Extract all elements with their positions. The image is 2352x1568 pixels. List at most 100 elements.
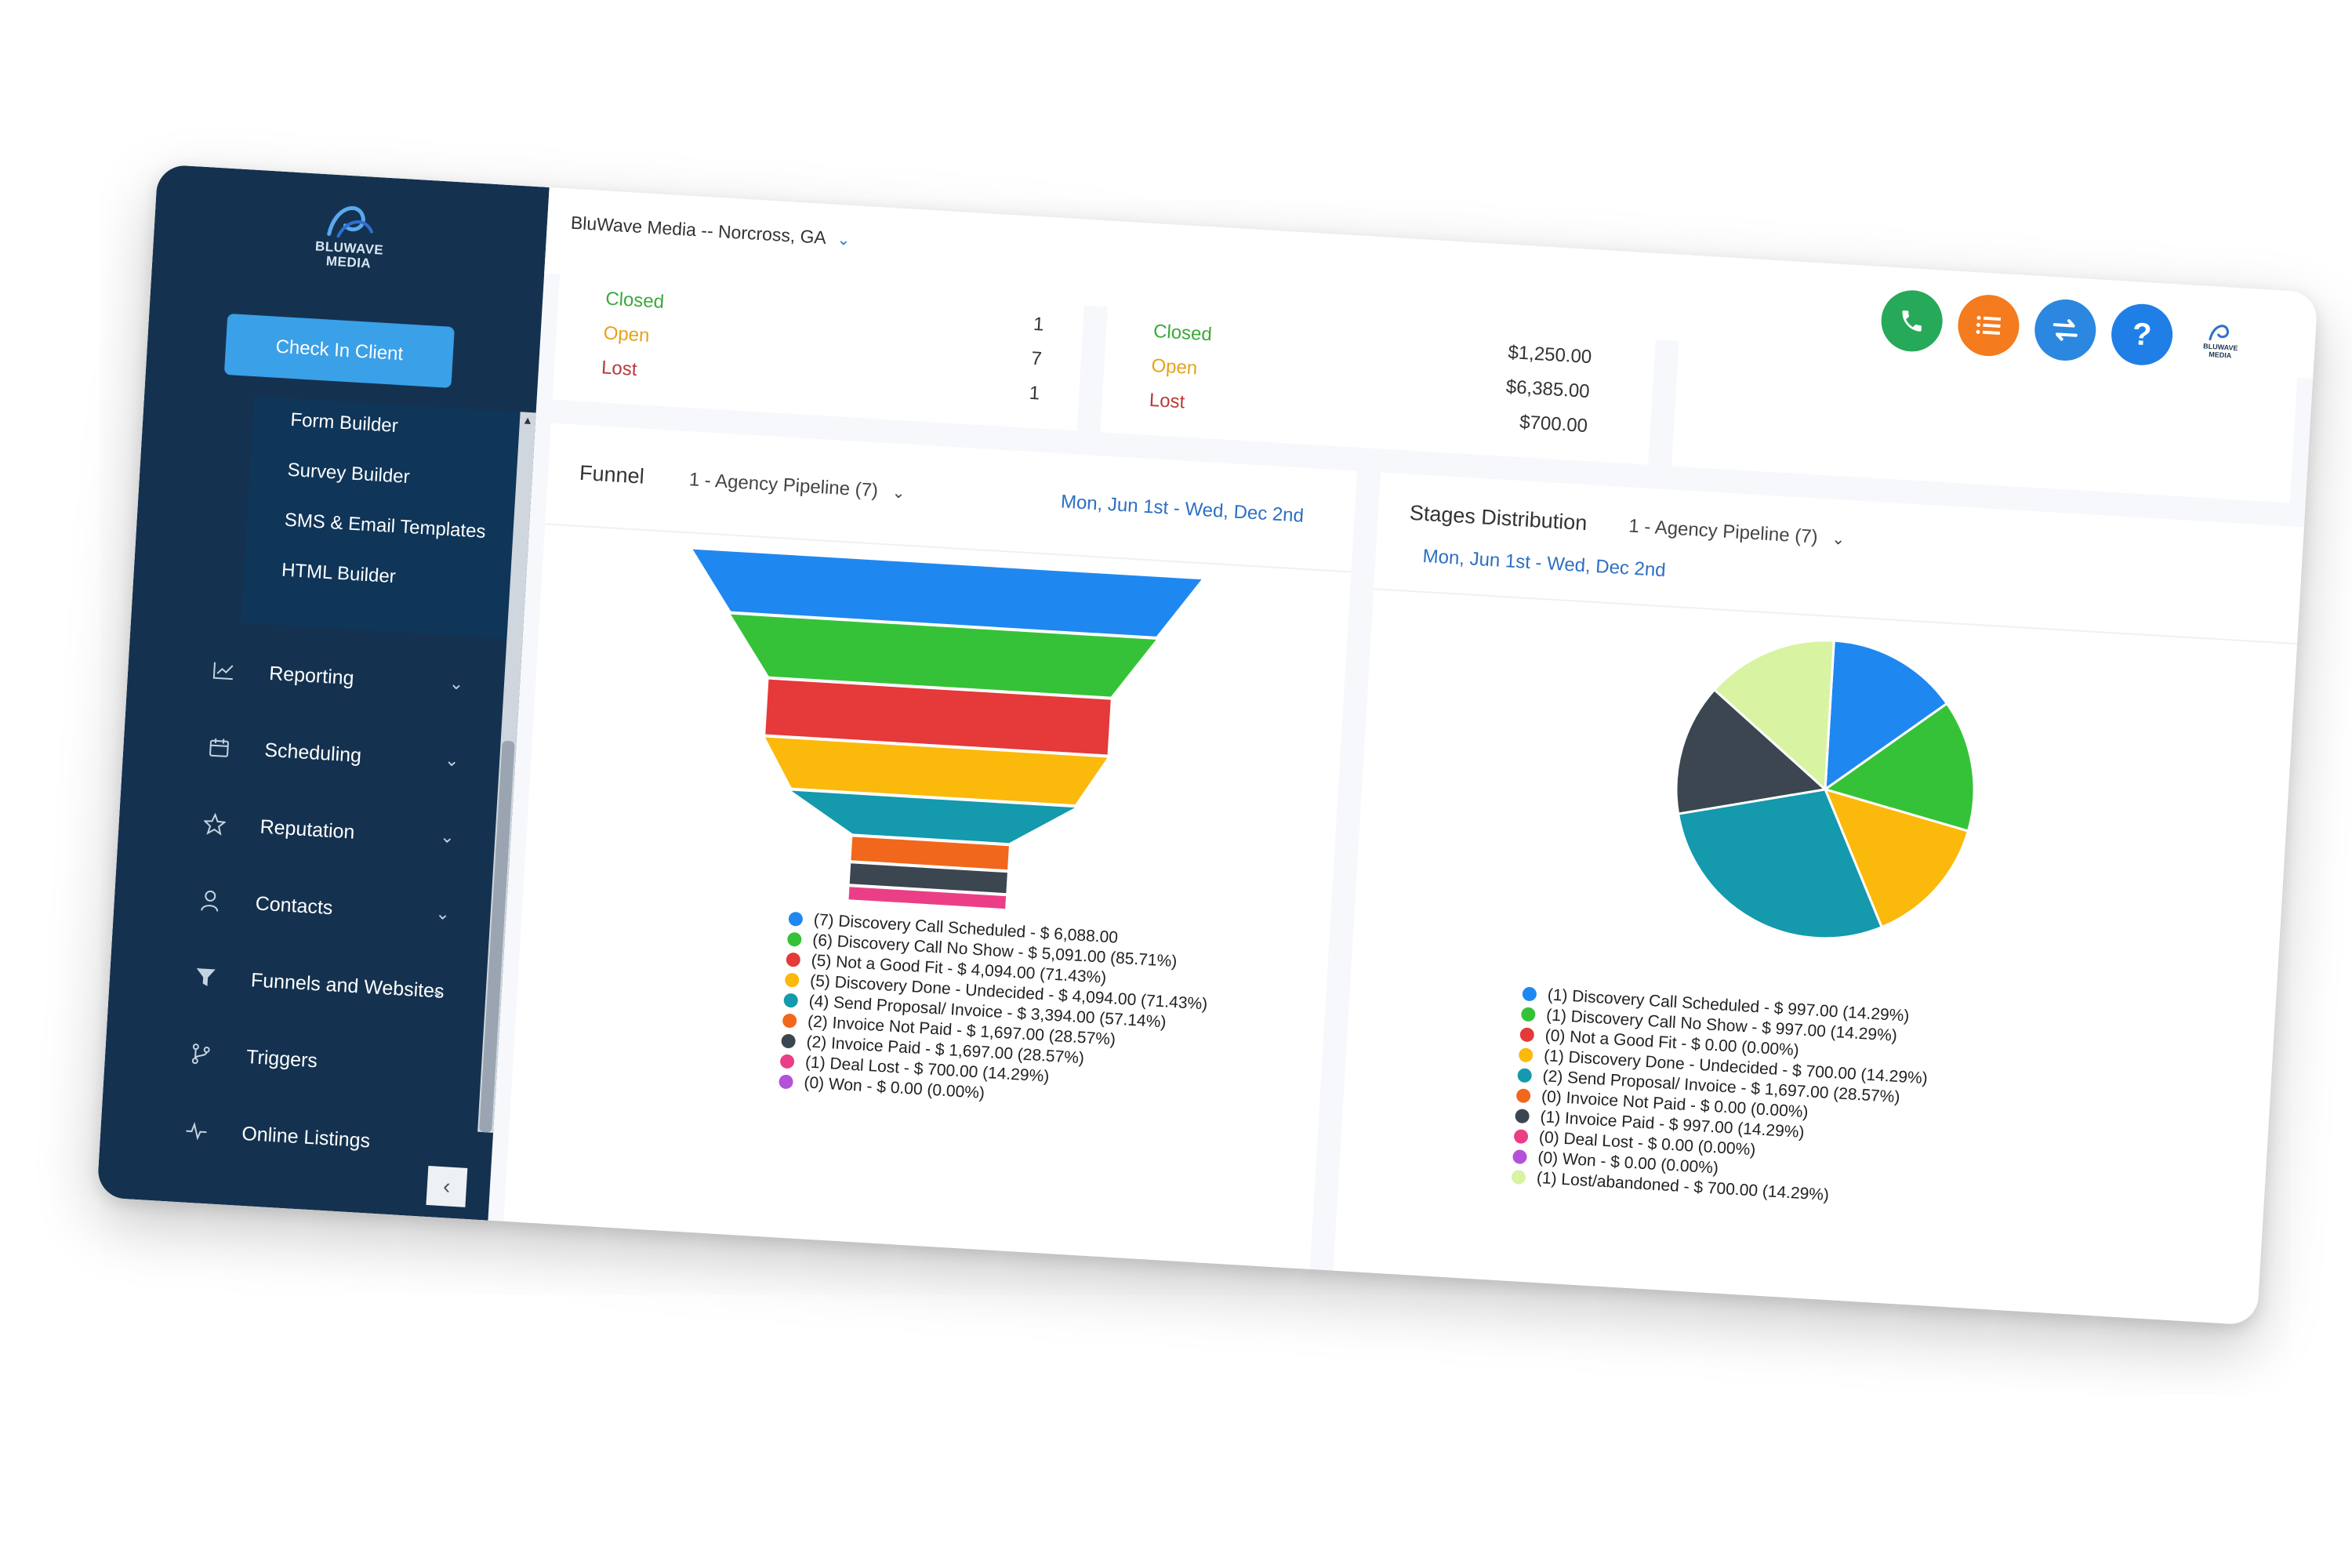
location-name: BluWave Media -- Norcross, GA — [570, 212, 827, 249]
funnel-segment-send-proposal-invoice[interactable] — [789, 790, 1076, 847]
legend-swatch — [788, 911, 804, 927]
funnel-panel: Funnel 1 - Agency Pipeline (7) ⌄ Mon, Jun… — [503, 423, 1358, 1269]
pipeline-select-value: 1 - Agency Pipeline (7) — [688, 469, 879, 502]
pie-slice-discovery-done-undecided[interactable] — [1817, 787, 1970, 932]
wave-logo-icon — [2209, 325, 2230, 341]
pie-slice-discovery-call-scheduled[interactable] — [1824, 639, 1951, 796]
funnel-legend: (7) Discovery Call Scheduled - $ 6,088.0… — [779, 909, 1212, 1117]
star-icon — [201, 811, 228, 837]
sidebar-item-funnels-and-websites[interactable]: Funnels and Websites ⌄ — [109, 949, 480, 1018]
legend-swatch — [1522, 986, 1537, 1002]
legend-swatch — [1512, 1149, 1528, 1165]
legend-swatch — [1515, 1109, 1530, 1124]
legend-swatch — [1518, 1047, 1534, 1063]
stages-date-range[interactable]: Mon, Jun 1st - Wed, Dec 2nd — [1421, 545, 1667, 582]
sidebar-item-reporting[interactable]: Reporting ⌄ — [127, 641, 498, 710]
funnel-segment-invoice-paid[interactable] — [849, 863, 1007, 894]
funnel-segment-discovery-done-undecided[interactable] — [762, 737, 1108, 807]
brand-logo[interactable]: BLUWAVE MEDIA — [151, 164, 550, 304]
branch-icon — [187, 1041, 214, 1068]
chevron-down-icon: ⌄ — [444, 750, 460, 771]
sidebar-item-label: Online Listings — [241, 1122, 371, 1152]
person-icon — [197, 887, 223, 914]
account-logo-text: BLUWAVE MEDIA — [2202, 342, 2238, 360]
chart-icon — [210, 658, 237, 684]
check-in-client-button[interactable]: Check In Client — [223, 313, 455, 388]
sidebar-item-online-listings[interactable]: Online Listings — [100, 1102, 470, 1171]
filter-icon — [192, 964, 219, 991]
calendar-icon — [206, 734, 233, 760]
scrollbar-thumb[interactable] — [479, 740, 515, 1133]
sidebar-item-label: Scheduling — [263, 739, 362, 768]
sidebar-item-scheduling[interactable]: Scheduling ⌄ — [122, 718, 493, 787]
brand-name: BLUWAVE MEDIA — [314, 238, 384, 271]
submenu-item-html-builder[interactable]: HTML Builder — [281, 559, 397, 588]
legend-swatch — [779, 1054, 795, 1069]
collapse-sidebar-button[interactable]: ‹ — [426, 1166, 468, 1207]
sidebar-item-reputation[interactable]: Reputation ⌄ — [118, 795, 488, 864]
switch-account-button[interactable] — [2033, 297, 2098, 363]
legend-swatch — [779, 1074, 794, 1090]
list-icon — [1976, 315, 2002, 336]
pie-slice-lost-abandoned[interactable] — [1709, 633, 1835, 793]
legend-swatch — [782, 1013, 797, 1029]
top-bar: BluWave Media -- Norcross, GA ⌄ ? BLUWAVE… — [544, 187, 2318, 379]
funnel-title: Funnel — [579, 460, 645, 488]
sidebar-item-label: Funnels and Websites — [250, 969, 445, 1003]
submenu-item-survey-builder[interactable]: Survey Builder — [286, 459, 411, 488]
chevron-down-icon: ⌄ — [891, 484, 906, 503]
funnel-segment-deal-lost[interactable] — [848, 887, 1007, 909]
legend-swatch — [1519, 1027, 1535, 1043]
location-switcher[interactable]: BluWave Media -- Norcross, GA ⌄ — [570, 212, 851, 250]
sidebar-item-triggers[interactable]: Triggers — [104, 1025, 475, 1094]
chevron-down-icon: ⌄ — [1831, 530, 1846, 549]
legend-swatch — [1515, 1088, 1531, 1104]
sidebar-submenu: Form Builder Survey Builder SMS & Email … — [241, 396, 521, 639]
pulse-icon — [183, 1117, 210, 1144]
legend-swatch — [781, 1033, 797, 1049]
help-icon: ? — [2131, 316, 2153, 352]
funnel-date-range[interactable]: Mon, Jun 1st - Wed, Dec 2nd — [1060, 491, 1305, 527]
sidebar-item-label: Reputation — [259, 815, 356, 844]
account-logo[interactable]: BLUWAVE MEDIA — [2196, 315, 2245, 365]
stages-legend: (1) Discovery Call Scheduled - $ 997.00 … — [1511, 983, 1932, 1211]
legend-swatch — [786, 931, 802, 947]
funnel-segment-invoice-not-paid[interactable] — [851, 837, 1009, 870]
sidebar-item-label: Contacts — [255, 892, 334, 920]
sidebar-item-label: Triggers — [245, 1046, 318, 1073]
funnel-chart — [689, 549, 1202, 909]
chevron-down-icon: ⌄ — [430, 979, 446, 1000]
app-window: BLUWAVE MEDIA Check In Client Form Build… — [96, 164, 2318, 1326]
legend-swatch — [1511, 1169, 1526, 1185]
pie-slice-send-proposal-invoice[interactable] — [1671, 781, 1889, 942]
funnel-segment-discovery-call-scheduled[interactable] — [689, 549, 1202, 639]
sidebar: BLUWAVE MEDIA Check In Client Form Build… — [96, 164, 550, 1221]
legend-swatch — [1517, 1068, 1533, 1083]
help-button[interactable]: ? — [2109, 302, 2175, 368]
funnel-pipeline-select[interactable]: 1 - Agency Pipeline (7) ⌄ — [688, 469, 906, 503]
stages-pie-chart — [1671, 633, 1976, 942]
chevron-left-icon: ‹ — [442, 1174, 452, 1199]
swap-icon — [2053, 319, 2078, 341]
stages-distribution-panel: Stages Distribution 1 - Agency Pipeline … — [1333, 472, 2304, 1326]
pie-slice-invoice-paid[interactable] — [1675, 688, 1831, 822]
submenu-item-form-builder[interactable]: Form Builder — [289, 408, 399, 437]
legend-swatch — [784, 972, 800, 988]
chevron-down-icon: ⌄ — [434, 903, 451, 924]
sidebar-item-contacts[interactable]: Contacts ⌄ — [113, 872, 484, 941]
tasks-button[interactable] — [1956, 292, 2021, 358]
scroll-up-arrow-icon[interactable]: ▲ — [521, 413, 534, 427]
pipeline-select-value: 1 - Agency Pipeline (7) — [1628, 515, 1819, 548]
sidebar-item-label: Reporting — [268, 662, 355, 690]
legend-swatch — [1513, 1129, 1529, 1145]
phone-icon — [1902, 310, 1922, 332]
stages-pipeline-select[interactable]: 1 - Agency Pipeline (7) ⌄ — [1628, 515, 1846, 550]
chevron-down-icon: ⌄ — [448, 673, 465, 694]
funnel-segment-discovery-call-no-show[interactable] — [728, 614, 1156, 699]
stages-title: Stages Distribution — [1409, 500, 1588, 535]
funnel-segment-not-a-good-fit[interactable] — [765, 679, 1111, 755]
legend-swatch — [1520, 1007, 1536, 1022]
call-button[interactable] — [1879, 289, 1944, 354]
legend-swatch — [786, 952, 801, 967]
submenu-item-sms-email-templates[interactable]: SMS & Email Templates — [284, 509, 487, 543]
